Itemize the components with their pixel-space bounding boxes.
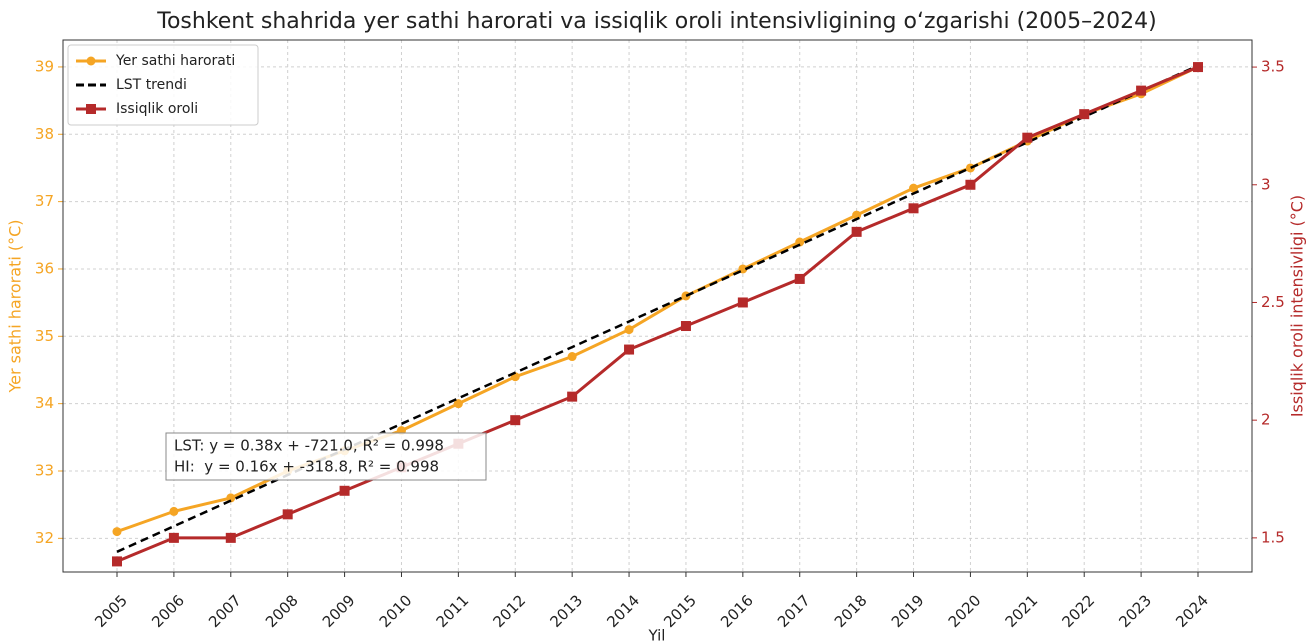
marker: [168, 532, 179, 543]
marker: [282, 509, 293, 520]
y-tick-label: 37: [35, 192, 54, 210]
marker: [225, 532, 236, 543]
x-tick-label: 2018: [831, 591, 871, 631]
marker: [965, 163, 975, 173]
y2-tick-label: 3.5: [1261, 58, 1285, 76]
x-tick-label: 2005: [91, 591, 131, 631]
x-tick-label: 2012: [490, 591, 530, 631]
marker: [1079, 109, 1090, 120]
y-tick-label: 38: [35, 125, 54, 143]
marker: [339, 485, 350, 496]
x-tick-label: 2009: [319, 591, 359, 631]
x-tick-label: 2019: [888, 591, 928, 631]
x-tick-label: 2023: [1115, 591, 1155, 631]
marker: [1136, 85, 1147, 96]
x-tick-label: 2022: [1058, 591, 1098, 631]
marker: [453, 399, 463, 409]
series-line: [116, 65, 1199, 563]
marker: [567, 352, 577, 362]
y-tick-label: 39: [35, 57, 54, 75]
x-tick-label: 2017: [774, 591, 814, 631]
annotation-box: [165, 432, 487, 481]
x-tick-label: 2016: [717, 591, 757, 631]
x-tick-label: 2015: [660, 591, 700, 631]
marker: [908, 203, 919, 214]
x-axis-label: Yil: [648, 627, 666, 643]
x-tick-label: 2008: [262, 591, 302, 631]
x-tick-label: 2006: [148, 591, 188, 631]
marker: [1193, 62, 1203, 73]
y-tick-label: 34: [35, 394, 54, 412]
marker: [851, 226, 862, 237]
legend-label: Yer sathi harorati: [115, 53, 235, 69]
plot-frame: [62, 39, 1253, 573]
chart-title: Toshkent shahrida yer sathi harorati va …: [156, 9, 1157, 34]
marker: [112, 527, 122, 537]
x-tick-label: 2014: [603, 591, 643, 631]
marker: [1022, 132, 1033, 143]
marker: [510, 415, 521, 426]
y-tick-label: 36: [35, 259, 54, 277]
y-axis-label: Yer sathi harorati (°C): [6, 219, 25, 393]
marker: [795, 237, 805, 247]
marker: [794, 273, 805, 284]
legend-marker: [86, 104, 96, 114]
legend-label: Issiqlik oroli: [116, 101, 198, 117]
marker: [112, 556, 122, 567]
x-tick-label: 2013: [546, 591, 586, 631]
annotation: HI: y = 0.16x + -318.8, R² = 0.998: [174, 458, 439, 476]
x-tick-label: 2021: [1002, 591, 1042, 631]
x-tick-label: 2007: [205, 591, 245, 631]
y2-tick-label: 2: [1261, 411, 1271, 429]
x-tick-label: 2011: [433, 591, 473, 631]
marker: [737, 297, 748, 308]
legend-label: LST trendi: [116, 77, 187, 93]
y2-tick-label: 3: [1261, 175, 1271, 193]
annotation: LST: y = 0.38x + -721.0, R² = 0.998: [174, 437, 444, 455]
marker: [681, 291, 691, 301]
marker: [567, 391, 578, 402]
y2-tick-label: 2.5: [1261, 293, 1285, 311]
marker: [680, 321, 691, 332]
x-tick-label: 2010: [376, 591, 416, 631]
marker: [624, 325, 634, 335]
marker: [624, 344, 635, 355]
y2-tick-label: 1.5: [1261, 528, 1285, 546]
y2-axis-label: Issiqlik oroli intensivligi (°C): [1288, 195, 1307, 417]
x-tick-label: 2024: [1172, 591, 1212, 631]
marker: [169, 506, 179, 516]
legend-box: [67, 44, 259, 126]
y-tick-label: 32: [35, 529, 54, 547]
x-tick-label: 2020: [945, 591, 985, 631]
marker: [909, 183, 919, 193]
y-tick-label: 33: [35, 461, 54, 479]
legend-marker: [86, 56, 96, 66]
y-tick-label: 35: [35, 327, 54, 345]
marker: [965, 179, 976, 190]
marker: [226, 493, 236, 503]
